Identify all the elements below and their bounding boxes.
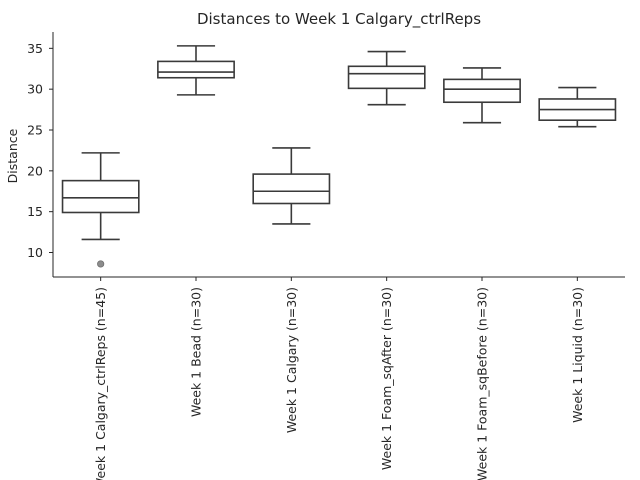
y-tick-label: 10 [27, 245, 43, 260]
y-axis-ticks: 10 15 20 25 30 35 [27, 41, 53, 260]
x-tick-label: Week 1 Foam_sqAfter (n=30) [379, 287, 394, 470]
iqr-box [443, 78, 521, 104]
y-tick-label: 20 [27, 163, 43, 178]
iqr-box [252, 173, 331, 205]
iqr-box [157, 60, 235, 79]
box-4 [347, 50, 426, 106]
x-tick-label: Week 1 Calgary_ctrlReps (n=45) [93, 287, 108, 480]
box-3 [252, 147, 331, 225]
y-tick-label: 30 [27, 82, 43, 97]
x-tick-label: Week 1 Liquid (n=30) [570, 287, 585, 423]
y-tick-label: 25 [27, 123, 43, 138]
outlier-point [97, 260, 105, 268]
boxes-group [61, 45, 617, 268]
y-axis-label: Distance [5, 128, 20, 183]
x-tick-label: Week 1 Bead (n=30) [189, 287, 204, 417]
iqr-box [347, 65, 426, 90]
box-6 [538, 86, 617, 128]
box-2 [157, 45, 235, 96]
y-tick-label: 35 [27, 41, 43, 56]
x-tick-label: Week 1 Calgary (n=30) [284, 287, 299, 433]
iqr-box [61, 179, 140, 214]
x-tick-label: Week 1 Foam_sqBefore (n=30) [475, 287, 490, 480]
x-axis-ticks: Week 1 Calgary_ctrlReps (n=45) Week 1 Bea… [93, 277, 585, 480]
box-1 [61, 152, 140, 268]
y-tick-label: 15 [27, 204, 43, 219]
chart-title: Distances to Week 1 Calgary_ctrlReps [197, 10, 481, 29]
box-5 [443, 67, 521, 124]
